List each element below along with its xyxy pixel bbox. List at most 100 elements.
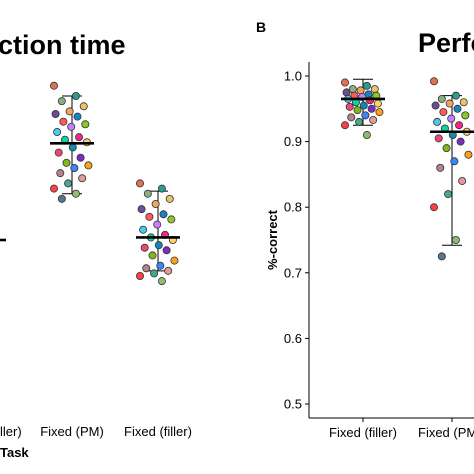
panel-b-group1-point (345, 102, 354, 111)
panel-a-group2-point (64, 179, 73, 188)
panel-b-group1-point (361, 111, 370, 120)
panel-b-group2-point (437, 252, 446, 261)
panel-a-group2-point (73, 112, 82, 121)
panel-b-x-tick-labels: Fixed (filler) Fixed (PM (329, 418, 474, 440)
panel-b-group2-point (444, 190, 453, 199)
panel-b-group2-point (451, 235, 460, 244)
panel-a-group3-point (157, 277, 166, 286)
panel-b-group1-point (359, 101, 368, 110)
panel-a-group2-point (56, 169, 65, 178)
panel-b-group1-point (362, 81, 371, 90)
panel-a-group3-point (153, 220, 162, 229)
panel-b-group2-point (459, 98, 468, 107)
panel-b-group2-point (447, 114, 456, 123)
panel-a-group3-point (151, 199, 160, 208)
panel-b-group2-group (429, 77, 474, 261)
panel-b-group1-group (340, 78, 385, 140)
panel-a-group2-point (81, 120, 90, 129)
panel-b-group1-point (375, 108, 384, 117)
panel-a-group3-point (135, 271, 144, 280)
panel-a-group2-point (78, 174, 87, 183)
panel-b-group1-point (340, 121, 349, 130)
panel-a-group2-point (65, 107, 74, 116)
panel-a-group3-point (143, 189, 152, 198)
panel-b-y-tick-label: 0.9 (284, 134, 302, 149)
panel-a-x-axis-label: Task (0, 445, 29, 460)
panel-b-marks (340, 77, 474, 261)
panel-a-group3-point (142, 264, 151, 273)
panel-b-group1-point (356, 86, 365, 95)
panel-b-x-tick-label: Fixed (filler) (329, 425, 397, 440)
panel-b-group1-point (362, 131, 371, 140)
panel-b-y-tick-label: 0.8 (284, 200, 302, 215)
panel-b-group1-point (353, 106, 362, 115)
panel-b-letter: B (256, 19, 266, 35)
panel-a-group2-point (51, 110, 60, 119)
panel-b-group2-point (451, 91, 460, 100)
panel-a-x-tick-label: Fixed (filler) (124, 424, 192, 439)
panel-a: ction time ller) Fixed (PM) Fixed (filler)… (0, 30, 192, 460)
panel-a-group3-point (140, 243, 149, 252)
panel-b-group2-point (431, 101, 440, 110)
panel-b-group2-point (453, 104, 462, 113)
panel-a-group3-group (135, 179, 180, 286)
panel-a-x-tick-label: Fixed (PM) (40, 424, 104, 439)
panel-a-group3-point (164, 266, 173, 275)
panel-a-group3-point (167, 215, 176, 224)
panel-b-y-tick-label: 0.5 (284, 397, 302, 412)
panel-b-group2-point (442, 144, 451, 153)
panel-b-group1-point (370, 85, 379, 94)
panel-b-group2-point (434, 134, 443, 143)
panel-a-group2-point (50, 81, 59, 90)
panel-a-group3-point (139, 225, 148, 234)
panel-a-group2-point (57, 194, 66, 203)
panel-a-group2-point (71, 189, 80, 198)
panel-a-group2-point (84, 161, 93, 170)
panel-b-group2-point (437, 94, 446, 103)
panel-a-group3-point (150, 269, 159, 278)
panel-b-group1-point (367, 104, 376, 113)
panel-b-group2-point (456, 137, 465, 146)
panel-b-group1-point (342, 88, 351, 97)
panel-a-group3-point (159, 210, 168, 219)
panel-b-group1-point (340, 78, 349, 87)
panel-b-group2-point (436, 163, 445, 172)
panel-a-group2-point (53, 127, 62, 136)
panel-b-group2-point (439, 108, 448, 117)
panel-a-group2-point (68, 143, 77, 152)
panel-b-y-tick-label: 1.0 (284, 69, 302, 84)
panel-a-group3-point (145, 212, 154, 221)
panel-b-x-tick-label: Fixed (PM (418, 425, 474, 440)
panel-b-group2-point (429, 203, 438, 212)
panel-a-group2-point (62, 158, 71, 167)
panel-b-group2-point (464, 150, 473, 159)
panel-a-group3-point (156, 261, 165, 270)
panel-b: B Perfo 0.5 0.6 0.7 0.8 0.9 1.0 %-correct Fix… (256, 19, 474, 440)
panel-a-group3-point (137, 205, 146, 214)
panel-b-y-axis-label: %-correct (265, 209, 280, 270)
panel-b-group1-point (369, 115, 378, 124)
panel-a-group3-point (162, 246, 171, 255)
panel-a-group2-point (57, 97, 66, 106)
panel-b-group2-point (455, 121, 464, 130)
panel-a-title: ction time (0, 30, 126, 60)
panel-a-group2-group (50, 81, 94, 203)
panel-a-group2-point (67, 122, 76, 131)
panel-a-group3-point (154, 241, 163, 250)
panel-b-group2-point (461, 111, 470, 120)
panel-a-group3-point (148, 251, 157, 260)
panel-a-group2-point (71, 92, 80, 101)
panel-b-group1-point (355, 117, 364, 126)
panel-b-group2-point (445, 99, 454, 108)
panel-a-x-tick-labels: ller) Fixed (PM) Fixed (filler) (0, 424, 192, 439)
panel-b-y-tick-label: 0.7 (284, 265, 302, 280)
panel-a-group2-point (59, 117, 68, 126)
panel-a-group3-point (165, 194, 174, 203)
panel-a-marks (0, 81, 180, 286)
panel-b-title: Perfo (418, 28, 474, 58)
panel-b-group2-point (450, 157, 459, 166)
panel-a-x-tick-label: ller) (0, 424, 22, 439)
panel-a-group2-point (50, 184, 59, 193)
panel-a-group2-point (75, 133, 84, 142)
